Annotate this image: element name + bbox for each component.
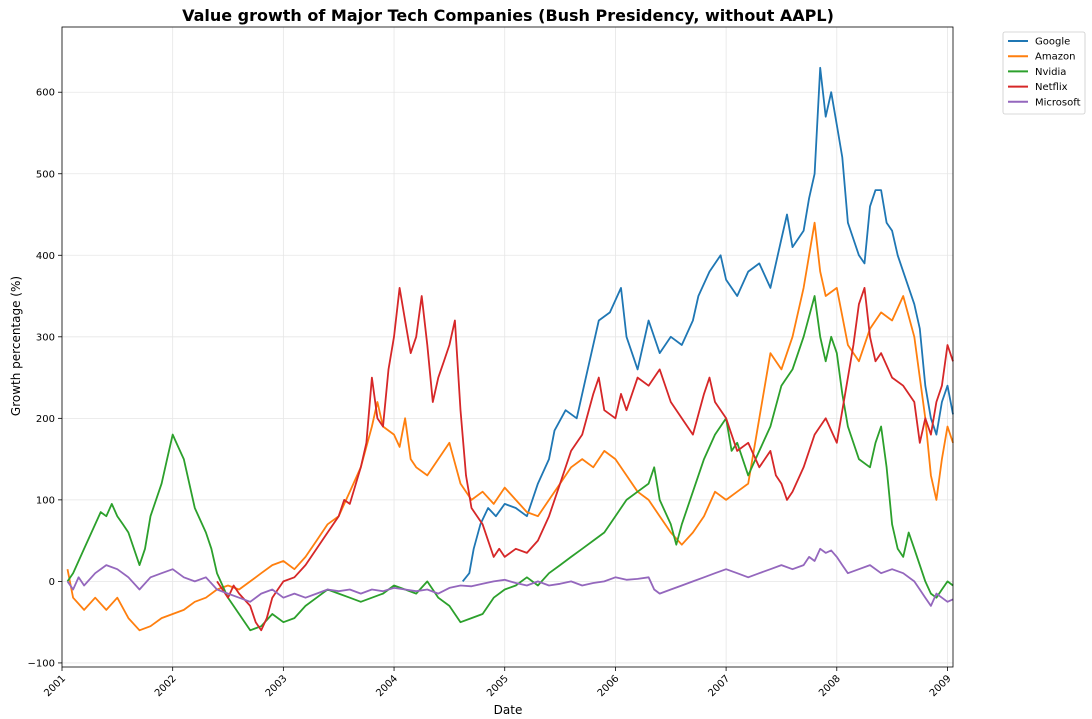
series-line-nvidia (66, 295, 954, 632)
y-tick-label: −100 (28, 658, 55, 669)
y-tick-label: 200 (36, 414, 55, 425)
legend: Google Amazon Nvidia Netflix Microsoft (1002, 31, 1086, 115)
y-tick-label: 600 (36, 88, 55, 99)
y-axis-ticks: −100 0 100 200 300 400 500 600 (28, 88, 62, 669)
legend-label-nvidia: Nvidia (1035, 67, 1066, 78)
series-line-microsoft (66, 547, 954, 607)
legend-label-amazon: Amazon (1035, 52, 1075, 63)
y-axis-label: Growth percentage (%) (9, 276, 23, 416)
y-tick-label: 400 (36, 251, 55, 262)
y-tick-label: 100 (36, 495, 55, 506)
y-tick-label: 500 (36, 169, 55, 180)
plot-lines (66, 66, 954, 632)
legend-label-google: Google (1035, 37, 1070, 48)
legend-box (1002, 31, 1086, 115)
series-line-netflix (216, 287, 954, 632)
x-axis-label: Date (494, 703, 523, 717)
y-tick-label: 300 (36, 332, 55, 343)
series-line-google (461, 66, 954, 582)
chart-title: Value growth of Major Tech Companies (Bu… (182, 6, 834, 25)
legend-label-netflix: Netflix (1035, 82, 1068, 93)
y-tick-label: 0 (49, 577, 55, 588)
plot-frame (61, 26, 954, 668)
legend-label-microsoft: Microsoft (1035, 97, 1081, 108)
